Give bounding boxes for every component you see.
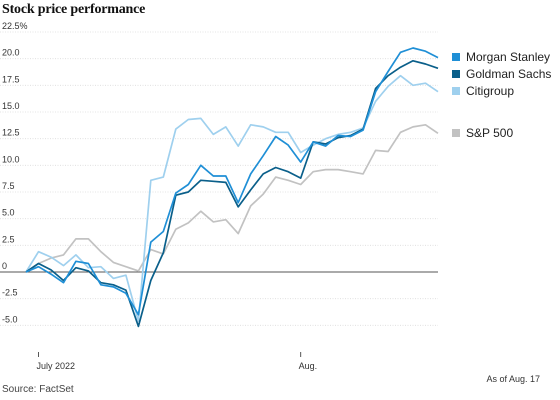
legend-swatch: [452, 87, 460, 95]
y-tick-label: 22.5%: [2, 21, 28, 31]
series-lines: [25, 47, 439, 328]
y-tick-label: 5.0: [2, 208, 15, 218]
gridlines: [0, 31, 438, 326]
y-tick-label: 12.5: [2, 128, 20, 138]
legend-label: Citigroup: [466, 84, 514, 98]
chart-title: Stock price performance: [2, 2, 146, 17]
legend-swatch: [452, 70, 460, 78]
y-tick-label: 7.5: [2, 181, 15, 191]
y-tick-label: 10.0: [2, 154, 20, 164]
as-of-note: As of Aug. 17: [486, 374, 540, 384]
series-line-s-p-500: [25, 123, 439, 273]
y-tick-label: 2.5: [2, 234, 15, 244]
series-line-morgan-stanley: [25, 47, 439, 316]
series-line-citigroup: [25, 74, 439, 322]
legend-swatch: [452, 129, 460, 137]
x-tick-label: Aug.: [299, 361, 318, 371]
y-tick-label: 15.0: [2, 101, 20, 111]
y-tick-label: 0: [2, 261, 7, 271]
y-tick-label: -2.5: [2, 288, 18, 298]
source-note: Source: FactSet: [2, 384, 74, 395]
y-axis-tick-labels: -5.0 -2.5 0 2.5 5.0 7.5 10.0 12.5 15.0 17.5 20.0 22…: [2, 21, 28, 324]
legend-label: S&P 500: [466, 126, 513, 140]
y-tick-label: -5.0: [2, 314, 18, 324]
y-tick-label: 17.5: [2, 74, 20, 84]
legend-label: Goldman Sachs: [466, 67, 551, 81]
x-axis-ticks: July 2022 Aug.: [36, 352, 317, 371]
legend-label: Morgan Stanley: [466, 50, 550, 64]
x-tick-label: July 2022: [36, 361, 75, 371]
y-tick-label: 20.0: [2, 48, 20, 58]
legend: Morgan Stanley Goldman Sachs Citigroup S&P …: [452, 50, 551, 140]
legend-swatch: [452, 53, 460, 61]
